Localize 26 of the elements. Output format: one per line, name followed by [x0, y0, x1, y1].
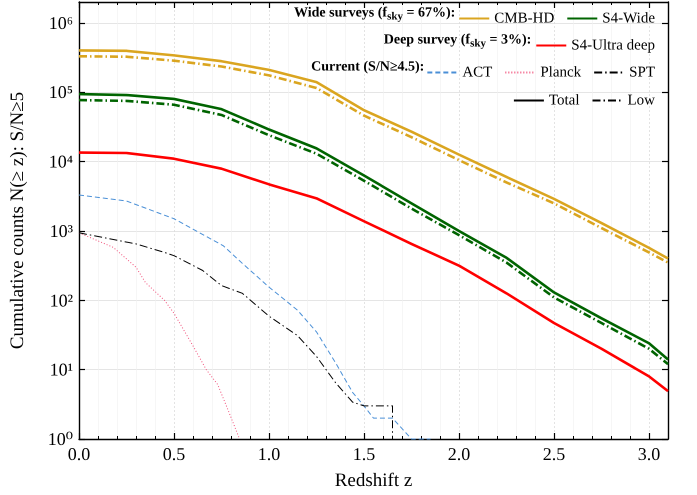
line-series — [78, 151, 670, 392]
legend-label: Total — [548, 92, 580, 108]
y-tick-label: 10³ — [50, 220, 74, 241]
legend-label: Planck — [540, 64, 582, 80]
x-tick-label: 1.0 — [258, 444, 280, 464]
x-tick-label: 2.5 — [542, 444, 566, 464]
y-axis-title: Cumulative counts N(≥ z): S/N≥5 — [7, 92, 28, 350]
annotation: Current (S/N≥4.5): — [311, 60, 424, 74]
line-series — [78, 194, 431, 440]
y-tick-label: 10⁵ — [48, 82, 73, 102]
x-tick-label: 0.5 — [162, 444, 186, 464]
x-tick-label: 3.0 — [638, 444, 660, 464]
x-tick-label: 1.5 — [352, 444, 376, 464]
legend-label: SPT — [629, 64, 656, 80]
line-series — [78, 232, 240, 440]
legend-label: CMB-HD — [494, 10, 554, 26]
legend-label: S4-Ultra deep — [571, 38, 656, 54]
legend-label: ACT — [462, 64, 492, 80]
legend-label: Low — [628, 92, 656, 108]
x-axis-title: Redshift z — [334, 470, 412, 491]
y-tick-label: 10² — [50, 290, 73, 310]
y-tick-label: 10⁶ — [48, 12, 73, 33]
x-tick-label: 2.0 — [448, 444, 470, 464]
y-tick-label: 10¹ — [50, 360, 73, 380]
y-tick-label: 10⁴ — [48, 152, 73, 172]
legend-label: S4-Wide — [602, 10, 656, 26]
